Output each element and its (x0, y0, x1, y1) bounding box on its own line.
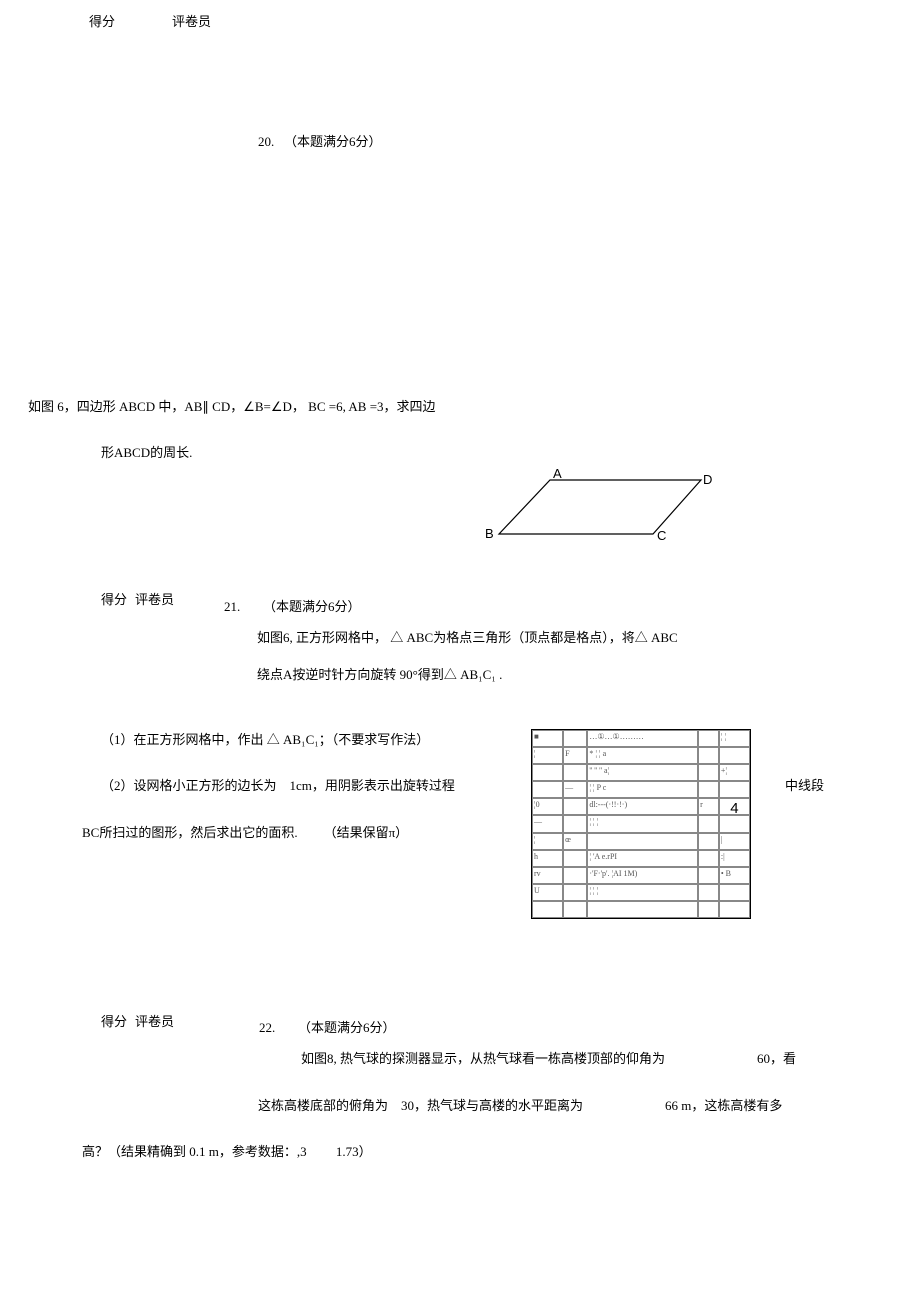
score-label-3: 得分 (101, 1013, 127, 1031)
grid-cell: ¦ 'A e.rPI (587, 850, 698, 867)
q22-body-line1a: 如图8, 热气球的探测器显示，从热气球看一栋高楼顶部的仰角为 (301, 1050, 665, 1068)
grid-cell (563, 850, 587, 867)
grid-cell (698, 901, 719, 918)
grid-cell: ¦ (532, 833, 563, 850)
grid-cell: dl:---(·!!·!·) (587, 798, 698, 815)
grid-cell (698, 884, 719, 901)
grid-cell (587, 901, 698, 918)
grid-cell (698, 730, 719, 747)
figure-label-C: C (657, 528, 666, 543)
grid-cell: U (532, 884, 563, 901)
grid-cell: * ¦ ¦ a (587, 747, 698, 764)
grid-cell: ·'F·'p'. ¦AI 1M) (587, 867, 698, 884)
q21-number: 21. (224, 598, 240, 616)
score-label-2: 得分 (101, 591, 127, 609)
figure-label-A: A (553, 466, 562, 481)
q22-body-line2b: 66 m，这栋高楼有多 (665, 1097, 782, 1115)
exam-page: 得分 评卷员 20. （本题满分6分） 如图 6，四边形 ABCD 中，AB∥ … (0, 0, 920, 1303)
grid-cell: — (563, 781, 587, 798)
grid-cell (698, 833, 719, 850)
grid-cell (563, 730, 587, 747)
q22-body-line2a: 这栋高楼底部的俯角为 30，热气球与高楼的水平距离为 (258, 1097, 583, 1115)
grid-cell (719, 781, 750, 798)
grid-cell (563, 764, 587, 781)
figure-label-B: B (485, 526, 494, 541)
q21-sub2-tail: 中线段 (785, 777, 824, 795)
grid-cell: r (698, 798, 719, 815)
grid-cell: • B (719, 867, 750, 884)
grid-cell: rv (532, 867, 563, 884)
score-label-1: 得分 (89, 13, 115, 31)
grid-cell: …①…①……… (587, 730, 698, 747)
grid-cell: ¦ ¦ (719, 730, 750, 747)
grid-cell (719, 901, 750, 918)
figure-label-D: D (703, 472, 712, 487)
grid-cell (698, 815, 719, 832)
q21-sub2b: BC所扫过的图形，然后求出它的面积. （结果保留π） (82, 824, 408, 842)
grid-cell (698, 781, 719, 798)
grid-cell: ¦ ¦ ¦ (587, 884, 698, 901)
grader-label-3: 评卷员 (135, 1013, 174, 1031)
q20-body-line2: 形ABCD的周长. (101, 444, 192, 462)
q22-number: 22. (259, 1019, 275, 1037)
grid-cell: h (532, 850, 563, 867)
grid-cell (563, 884, 587, 901)
grid-cell: ¦0 (532, 798, 563, 815)
grid-cell (719, 747, 750, 764)
grader-label-2: 评卷员 (135, 591, 174, 609)
q21-grid: ■…①…①………¦ ¦¦F* ¦ ¦ a'' '' '' a¦+¦—¦ ¦ P … (531, 729, 751, 919)
grid-cell (587, 833, 698, 850)
q21-sub2a: （2）设网格小正方形的边长为 1cm，用阴影表示出旋转过程 (101, 777, 455, 795)
grader-label-1: 评卷员 (172, 13, 211, 31)
q21-points: （本题满分6分） (263, 598, 361, 616)
q21-sub1: （1）在正方形网格中，作出 △ AB₁C₁；（不要求写作法） (101, 731, 429, 749)
q22-body-line3: 高？（结果精确到 0.1 m，参考数据：,3 1.73） (82, 1143, 372, 1161)
q20-points: （本题满分6分） (284, 133, 382, 151)
grid-cell: | (719, 833, 750, 850)
grid-cell (532, 781, 563, 798)
grid-cell: ¦ ¦ P c (587, 781, 698, 798)
q22-body-line1b: 60，看 (757, 1050, 796, 1068)
grid-cell (719, 884, 750, 901)
q22-points: （本题满分6分） (298, 1019, 396, 1037)
grid-cell (719, 815, 750, 832)
q20-body-line1: 如图 6，四边形 ABCD 中，AB∥ CD，∠B=∠D， BC =6, AB … (28, 398, 436, 416)
grid-cell (532, 764, 563, 781)
grid-cell (563, 867, 587, 884)
grid-cell: ■ (532, 730, 563, 747)
grid-cell: F (563, 747, 587, 764)
q20-number: 20. (258, 133, 274, 151)
q21-body-line2: 绕点A按逆时针方向旋转 90°得到△ AB₁C₁ . (257, 666, 502, 684)
grid-cell (563, 901, 587, 918)
grid-cell (698, 747, 719, 764)
grid-cell: ¦ (532, 747, 563, 764)
q21-body-line1: 如图6, 正方形网格中， △ ABC为格点三角形（顶点都是格点），将△ ABC (257, 629, 678, 647)
grid-cell: '' '' '' a¦ (587, 764, 698, 781)
grid-cell (532, 901, 563, 918)
grid-cell (698, 764, 719, 781)
q21-grid-inner: ■…①…①………¦ ¦¦F* ¦ ¦ a'' '' '' a¦+¦—¦ ¦ P … (532, 730, 750, 918)
grid-cell (698, 850, 719, 867)
q20-figure: A B C D (475, 466, 715, 551)
grid-cell (563, 815, 587, 832)
grid-cell: ¦ ¦ ¦ (587, 815, 698, 832)
grid-cell: œ (563, 833, 587, 850)
grid-cell (698, 867, 719, 884)
grid-cell: :| (719, 850, 750, 867)
grid-cell: +¦ (719, 764, 750, 781)
grid-cell: 4 (719, 798, 750, 815)
grid-cell: — (532, 815, 563, 832)
grid-cell (563, 798, 587, 815)
